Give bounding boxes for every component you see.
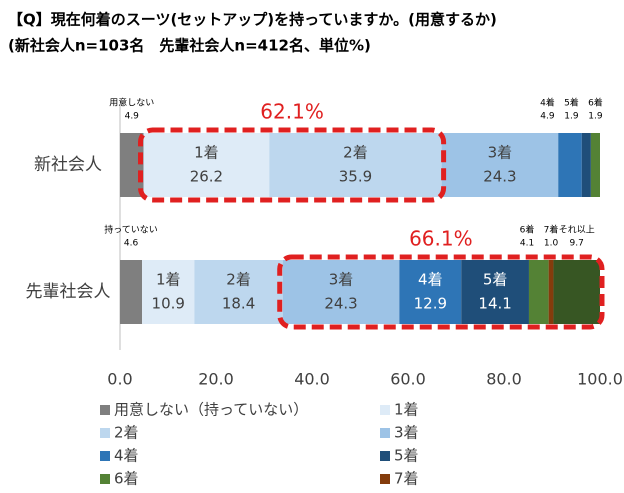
bar-segment <box>143 133 270 197</box>
segment-name: 6着 <box>520 224 535 236</box>
segment-name: 5着 <box>483 271 508 289</box>
segment-name: 6着 <box>588 97 603 109</box>
bar-segment <box>120 133 144 197</box>
chart-title: 【Q】現在何着のスーツ(セットアップ)を持っていますか。(用意するか) <box>8 11 497 29</box>
x-tick-label: 20.0 <box>198 370 234 389</box>
segment-name: 5着 <box>564 97 579 109</box>
segment-name: 7着 <box>544 224 559 236</box>
annotation: 62.1% <box>260 100 324 124</box>
bar-segment <box>142 260 195 324</box>
chart-subtitle: (新社会人n=103名 先輩社会人n=412名、単位%) <box>8 37 371 55</box>
bar-segment <box>399 260 462 324</box>
segment-name: 4着 <box>418 271 443 289</box>
bar-segment <box>548 260 554 324</box>
segment-name: 1着 <box>194 144 219 162</box>
x-tick-label: 0.0 <box>107 370 132 389</box>
highlight-box <box>277 254 605 330</box>
segment-name: 用意しない <box>109 97 154 109</box>
legend-label: 1着 <box>394 401 419 419</box>
legend-label: 6着 <box>114 470 139 488</box>
x-tick-label: 100.0 <box>577 370 623 389</box>
legend-label: 5着 <box>394 447 419 465</box>
x-tick-label: 80.0 <box>486 370 522 389</box>
value-label: 4.9 <box>540 112 555 122</box>
segment-name: 4着 <box>540 97 555 109</box>
legend-swatch <box>380 428 390 438</box>
bar-segment <box>269 133 442 197</box>
legend-label: 2着 <box>114 424 139 442</box>
category-label: 新社会人 <box>34 155 102 175</box>
bar-segment <box>581 133 591 197</box>
bar-segment <box>558 133 582 197</box>
value-label: 4.9 <box>125 112 140 122</box>
value-label: 35.9 <box>339 168 372 186</box>
value-label: 24.3 <box>483 168 516 186</box>
legend-label: 3着 <box>394 424 419 442</box>
value-label: 26.2 <box>190 168 223 186</box>
value-label: 12.9 <box>414 295 447 313</box>
segment-name: 2着 <box>343 144 368 162</box>
legend-label: 4着 <box>114 447 139 465</box>
value-label: 1.0 <box>544 239 559 249</box>
legend-swatch <box>100 405 110 415</box>
value-label: 14.1 <box>478 295 511 313</box>
value-label: 4.6 <box>124 239 139 249</box>
bar-segment <box>120 260 143 324</box>
annotation: 66.1% <box>409 227 473 251</box>
bar-segment <box>441 133 559 197</box>
legend-swatch <box>380 474 390 484</box>
value-label: 10.9 <box>152 295 185 313</box>
segment-name: 持っていない <box>104 224 158 236</box>
legend-swatch <box>380 451 390 461</box>
value-label: 4.1 <box>520 239 534 249</box>
legend-swatch <box>100 428 110 438</box>
value-label: 9.7 <box>570 239 584 249</box>
bar-segment <box>553 260 600 324</box>
bar-segment <box>528 260 549 324</box>
bar-segment <box>461 260 529 324</box>
legend-swatch <box>100 451 110 461</box>
bar-segment <box>282 260 400 324</box>
legend-swatch <box>380 405 390 415</box>
segment-name: 3着 <box>329 271 354 289</box>
bar-segment <box>590 133 600 197</box>
legend-swatch <box>100 474 110 484</box>
value-label: 18.4 <box>222 295 255 313</box>
value-label: 1.9 <box>564 112 579 122</box>
legend-label: 用意しない（持っていない） <box>114 401 308 419</box>
bar-segment <box>194 260 283 324</box>
value-label: 1.9 <box>588 112 603 122</box>
segment-name: それ以上 <box>559 225 595 236</box>
value-label: 24.3 <box>324 295 357 313</box>
x-tick-label: 40.0 <box>294 370 330 389</box>
segment-name: 3着 <box>488 144 513 162</box>
category-label: 先輩社会人 <box>26 282 111 302</box>
legend-label: 7着 <box>394 470 419 488</box>
x-tick-label: 60.0 <box>390 370 426 389</box>
segment-name: 2着 <box>226 271 251 289</box>
segment-name: 1着 <box>156 271 181 289</box>
